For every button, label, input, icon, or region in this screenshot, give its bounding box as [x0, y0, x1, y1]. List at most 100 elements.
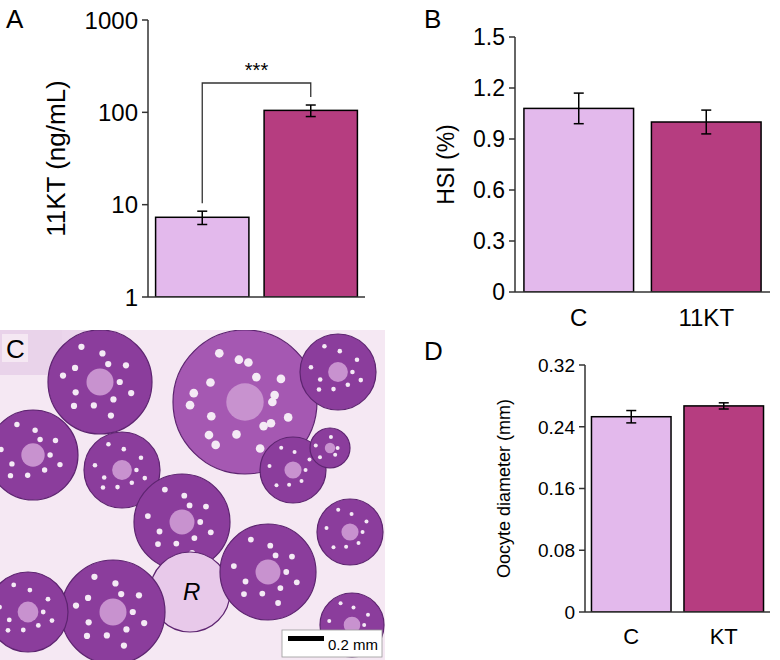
vacuole — [21, 628, 26, 633]
vacuole — [7, 618, 12, 623]
bar — [524, 108, 634, 292]
vacuole — [289, 554, 295, 560]
vacuole — [130, 609, 136, 615]
vacuole — [252, 373, 261, 382]
error-cap — [626, 422, 636, 424]
micrograph-image — [0, 330, 385, 660]
y-axis-title: HSI (%) — [433, 124, 459, 205]
vacuole — [307, 457, 311, 461]
y-tick — [142, 19, 148, 21]
y-tick-label: 0 — [492, 279, 505, 305]
micrograph: CR0.2 mm — [0, 330, 385, 660]
vacuole — [336, 446, 340, 450]
vacuole — [274, 483, 278, 487]
y-tick-label: 0.32 — [538, 355, 575, 376]
nucleus — [341, 523, 358, 540]
vacuole — [57, 462, 62, 467]
vacuole — [355, 358, 360, 363]
error-bar — [574, 93, 584, 124]
vacuole — [352, 605, 356, 609]
x-axis — [585, 611, 770, 613]
vacuole — [268, 464, 272, 468]
oocyte-body — [320, 593, 384, 657]
y-tick-label: 100 — [98, 99, 138, 126]
vacuole — [318, 455, 322, 459]
vacuole — [197, 519, 203, 525]
vacuole — [215, 349, 224, 358]
vacuole — [232, 430, 241, 439]
vacuole — [32, 428, 37, 433]
y-tick — [509, 189, 515, 191]
vacuole — [8, 473, 13, 478]
error-cap — [719, 408, 729, 410]
vacuole — [244, 358, 253, 367]
error-cap — [306, 116, 316, 118]
vacuole — [99, 350, 105, 356]
nucleus — [170, 510, 195, 535]
chart-d: D00.080.160.240.32CKTOocyte diameter (mm… — [424, 336, 770, 649]
vacuole — [139, 456, 144, 461]
vacuole — [294, 579, 300, 585]
vacuole — [338, 349, 343, 354]
oocyte-body — [220, 524, 316, 620]
vacuole — [267, 543, 273, 549]
y-axis — [514, 37, 516, 292]
y-tick — [142, 112, 148, 114]
vacuole — [327, 619, 331, 623]
vacuole — [85, 595, 91, 601]
y-tick-label: 1000 — [85, 7, 138, 34]
y-tick — [509, 138, 515, 140]
vacuole — [123, 362, 129, 368]
vacuole — [118, 591, 124, 597]
vacuole — [186, 401, 195, 410]
error-bar — [719, 403, 729, 409]
oocyte — [48, 330, 152, 434]
error-cap — [626, 410, 636, 412]
vacuole — [112, 580, 118, 586]
vacuole — [241, 591, 247, 597]
y-tick-label: 1.2 — [473, 75, 505, 101]
vacuole — [189, 389, 198, 398]
oocyte — [0, 572, 68, 652]
vacuole — [275, 600, 281, 606]
error-cap — [574, 123, 584, 125]
nucleus — [112, 460, 132, 480]
y-tick-label: 1.5 — [473, 24, 505, 50]
oocyte — [320, 593, 384, 657]
vacuole — [9, 461, 14, 466]
vacuole — [11, 583, 16, 588]
oocyte-body — [61, 560, 165, 660]
y-tick — [579, 426, 585, 428]
vacuole — [130, 480, 135, 485]
y-tick — [509, 240, 515, 242]
vacuole — [304, 468, 308, 472]
vacuole — [205, 431, 214, 440]
vacuole — [78, 344, 84, 350]
vacuole — [145, 513, 151, 519]
vacuole — [110, 396, 116, 402]
panel-letter: D — [424, 336, 443, 366]
vacuole — [173, 541, 179, 547]
vacuole — [350, 512, 354, 516]
vacuole — [106, 442, 111, 447]
vacuole — [91, 574, 97, 580]
vacuole — [187, 503, 193, 509]
vacuole — [331, 545, 335, 549]
y-axis-title: 11KT (ng/mL) — [41, 80, 71, 237]
vacuole — [273, 553, 279, 559]
vacuole — [104, 632, 110, 638]
nucleus — [86, 368, 113, 395]
y-axis — [147, 20, 149, 297]
x-tick-label: KT — [710, 624, 738, 649]
vacuole — [322, 344, 327, 349]
error-bar — [701, 110, 711, 134]
vacuole — [93, 463, 98, 468]
vacuole — [364, 519, 368, 523]
vacuole — [344, 545, 348, 549]
vacuole — [91, 402, 97, 408]
scale-bar — [288, 636, 324, 641]
vacuole — [339, 601, 343, 605]
chart-a: A110100100011KT (ng/mL)*** — [6, 4, 365, 311]
plot-area — [156, 105, 358, 297]
error-stem — [723, 403, 725, 409]
